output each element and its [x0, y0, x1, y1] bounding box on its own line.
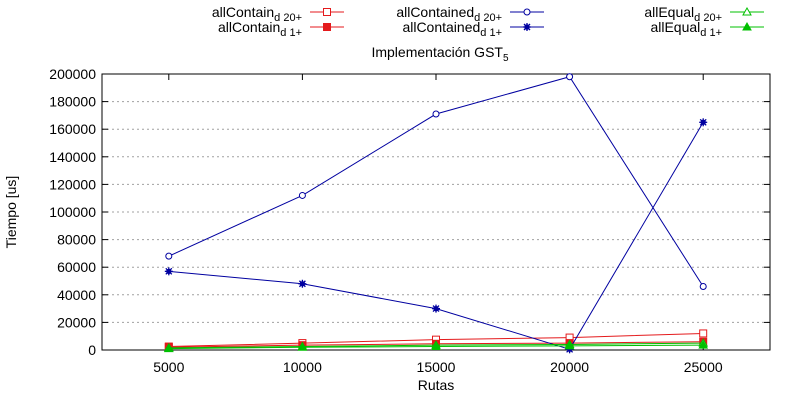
legend-label-subscript: d 1+	[480, 27, 502, 39]
x-tick-label: 25000	[684, 359, 723, 375]
legend-label-name: allContain	[218, 19, 280, 35]
x-tick-label: 5000	[153, 359, 184, 375]
data-point	[698, 340, 709, 349]
legend-marker	[742, 6, 752, 16]
data-point	[699, 118, 708, 127]
legend-item: allEquald 1+	[650, 19, 764, 39]
legend-marker	[523, 8, 531, 16]
data-point	[431, 341, 441, 351]
series-lines	[163, 73, 709, 354]
legend-marker-core	[524, 24, 530, 30]
legend-label-subscript: d 1+	[280, 27, 302, 39]
data-point	[164, 267, 173, 276]
legend-label: allContainedd 1+	[402, 19, 502, 39]
y-tick-label: 100000	[49, 204, 96, 220]
legend-label: allContaind 20+	[212, 4, 302, 24]
legend-label-subscript: d 20+	[694, 12, 722, 24]
legend-marker	[742, 21, 752, 31]
legend-label: allContaind 1+	[218, 19, 302, 39]
legend-marker	[323, 8, 331, 16]
y-tick-label: 200000	[49, 66, 96, 82]
data-point	[432, 304, 440, 313]
legend-label: allEquald 1+	[650, 19, 722, 39]
y-tick-label: 80000	[57, 232, 96, 248]
data-point	[297, 342, 308, 351]
x-tick-label: 10000	[283, 359, 322, 375]
legend-item: allContaind 1+	[218, 19, 344, 39]
legend-label-name: allEqual	[650, 19, 700, 35]
y-tick-label: 60000	[57, 259, 96, 275]
data-point-core	[299, 281, 306, 287]
legend-label-subscript: d 20+	[474, 12, 502, 24]
data-point	[699, 329, 708, 338]
legend: allContaind 20+allContaind 1+allContaine…	[212, 4, 764, 39]
legend-label-name: allContained	[402, 19, 480, 35]
chart-title: Implementación GST5	[371, 44, 509, 64]
legend-marker	[323, 23, 331, 31]
series-line-2	[168, 76, 704, 287]
legend-item: allContainedd 1+	[402, 19, 544, 39]
legend-label-subscript: d 1+	[700, 27, 722, 39]
data-point-core	[166, 268, 172, 274]
y-axis-label: Tiempo [us]	[3, 176, 19, 249]
legend-label-name: allContained	[396, 4, 474, 20]
y-tick-label: 120000	[49, 176, 96, 192]
data-point	[699, 283, 707, 291]
axes: 0 20000 40000 60000 80000 100000 120000 140000 1…	[49, 66, 771, 375]
legend-label: allEquald 20+	[644, 4, 722, 24]
legend-label-name: allEqual	[644, 4, 694, 20]
x-tick-label: 20000	[550, 359, 589, 375]
y-tick-label: 40000	[57, 287, 96, 303]
y-tick-label: 140000	[49, 149, 96, 165]
legend-item: allEquald 20+	[644, 4, 764, 24]
data-point	[165, 252, 173, 260]
legend-item: allContainedd 20+	[396, 4, 544, 24]
y-tick-label: 160000	[49, 121, 96, 137]
x-tick-label: 15000	[417, 359, 456, 375]
data-point	[432, 110, 440, 118]
y-tick-label: 20000	[57, 314, 96, 330]
y-tick-label: 180000	[49, 94, 96, 110]
gridlines	[102, 101, 770, 323]
data-point	[564, 340, 575, 350]
legend-label-name: allContain	[212, 4, 274, 20]
data-point	[163, 343, 174, 353]
data-point-core	[700, 119, 706, 125]
legend-label-subscript: d 20+	[274, 12, 302, 24]
legend-item: allContaind 20+	[212, 4, 344, 24]
legend-marker	[523, 23, 531, 31]
data-point-core	[433, 305, 439, 312]
y-tick-label: 0	[88, 342, 96, 358]
legend-label: allContainedd 20+	[396, 4, 502, 24]
data-point	[298, 191, 306, 199]
data-point	[298, 279, 307, 288]
chart-title-text: Implementación GST	[371, 44, 503, 60]
x-axis-label: Rutas	[418, 377, 455, 393]
data-point	[566, 73, 574, 81]
chart-title-subscript: 5	[503, 53, 509, 64]
